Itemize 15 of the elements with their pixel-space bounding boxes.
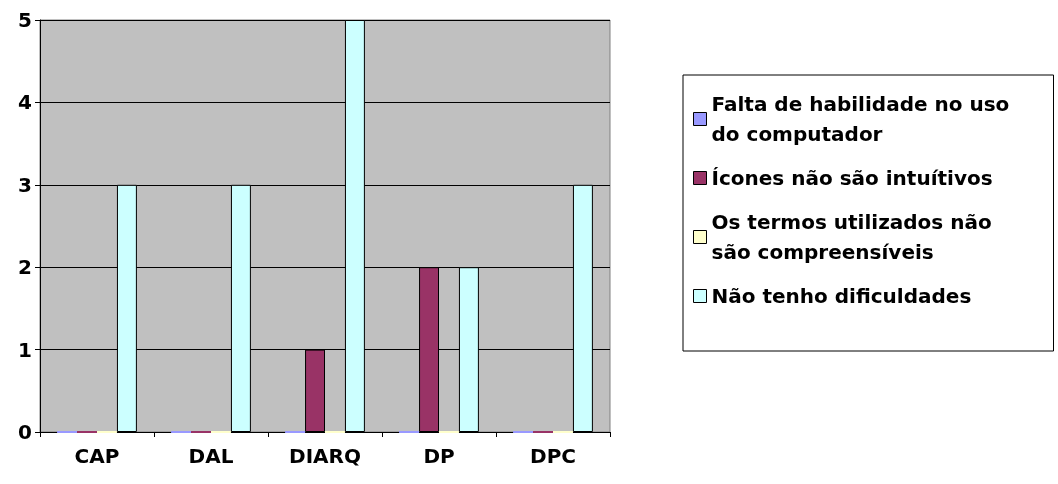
- y-tick-label: 2: [18, 255, 32, 280]
- x-tick-label: DP: [423, 444, 455, 468]
- y-tick-label: 4: [18, 90, 32, 115]
- x-tick-label: CAP: [74, 444, 120, 468]
- y-tick-label: 1: [18, 337, 32, 362]
- legend-label: Falta de habilidade no uso do computador: [711, 92, 1017, 146]
- x-tick-label: DIARQ: [289, 444, 361, 468]
- y-tick-label: 5: [18, 8, 32, 32]
- legend-label: Os termos utilizados não são compreensíveis: [711, 210, 999, 264]
- y-tick-label: 0: [18, 420, 32, 444]
- legend-label: Ícones não são intuítivos: [711, 166, 993, 190]
- x-tick-label: DPC: [530, 444, 576, 468]
- y-tick-label: 3: [18, 172, 32, 197]
- legend-label: Não tenho dificuldades: [711, 284, 972, 308]
- x-tick-label: DAL: [188, 444, 234, 468]
